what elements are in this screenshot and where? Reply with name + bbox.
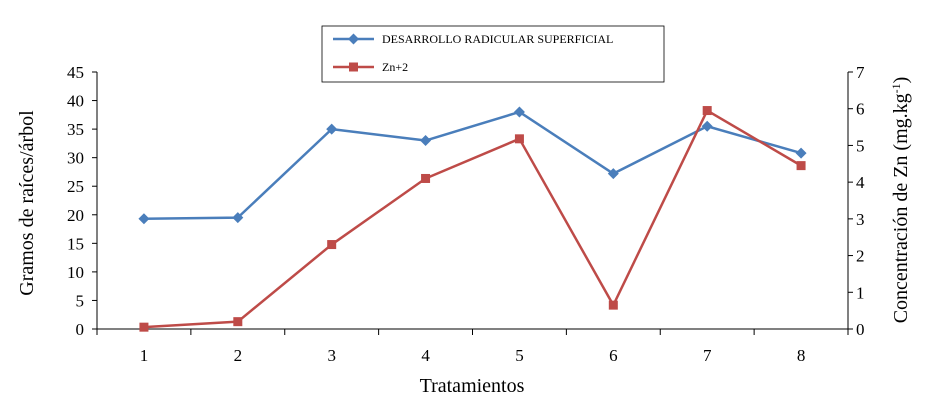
data-point: [233, 317, 243, 327]
data-point: [232, 212, 244, 224]
right-axis-title: Concentración de Zn (mg.kg-1): [889, 77, 912, 324]
left-tick-label: 30: [67, 149, 84, 168]
series-line: [143, 109, 802, 329]
data-point: [420, 135, 432, 147]
right-tick-label: 7: [856, 63, 865, 82]
left-tick-label: 5: [76, 291, 85, 310]
legend-box: [321, 25, 665, 83]
right-tick-label: 0: [856, 320, 865, 339]
right-tick-label: 2: [856, 247, 865, 266]
data-point: [421, 173, 431, 183]
legend-label: DESARROLLO RADICULAR SUPERFICIAL: [382, 32, 613, 46]
data-point: [607, 168, 619, 180]
left-tick-label: 35: [67, 120, 84, 139]
right-tick-label: 4: [856, 173, 865, 192]
left-tick-label: 10: [67, 263, 84, 282]
data-point: [701, 120, 713, 132]
data-point: [513, 106, 525, 118]
data-point: [608, 300, 618, 310]
left-tick-label: 40: [67, 92, 84, 111]
left-tick-label: 25: [67, 177, 84, 196]
right-axis-title-sup: -1: [889, 83, 903, 93]
legend-item: Zn+2: [333, 60, 408, 74]
x-tick-label: 3: [327, 346, 336, 365]
x-axis-title: Tratamientos: [420, 375, 525, 397]
right-axis-title-main: Concentración de Zn (mg.kg: [890, 93, 912, 323]
legend-swatch-marker: [348, 33, 359, 45]
legend-swatch-marker: [349, 62, 358, 72]
data-point: [138, 213, 150, 225]
left-tick-label: 45: [67, 63, 84, 82]
data-point: [514, 134, 524, 144]
series-line: [143, 110, 802, 221]
left-axis-title: Gramos de raíces/árbol: [16, 110, 38, 296]
x-tick-label: 8: [797, 346, 806, 365]
data-point: [795, 147, 807, 159]
x-tick-label: 1: [140, 346, 149, 365]
x-tick-label: 5: [515, 346, 524, 365]
right-tick-label: 6: [856, 100, 865, 119]
legend-label: Zn+2: [382, 60, 408, 74]
right-tick-label: 1: [856, 283, 865, 302]
data-point: [702, 106, 712, 116]
left-tick-label: 0: [76, 320, 85, 339]
left-tick-label: 20: [67, 206, 84, 225]
data-point: [327, 240, 337, 250]
x-tick-label: 7: [703, 346, 712, 365]
data-point: [139, 322, 149, 332]
x-axis: 1 2 3 4 5 6 7 8: [96, 328, 849, 365]
x-tick-label: 2: [234, 346, 243, 365]
data-point: [796, 161, 806, 171]
right-axis: 0 1 2 3 4 5 6 7: [847, 63, 865, 339]
series-1: [138, 106, 807, 225]
x-tick-label: 6: [609, 346, 618, 365]
right-axis-title-end: ): [890, 77, 912, 84]
left-axis: 0 5 10 15 20 25 30 35 40 45: [67, 63, 98, 339]
data-point: [326, 123, 338, 135]
right-tick-label: 5: [856, 136, 865, 155]
x-tick-label: 4: [421, 346, 430, 365]
series-2: [139, 106, 806, 332]
legend: DESARROLLO RADICULAR SUPERFICIAL Zn+2: [321, 25, 665, 83]
left-tick-label: 15: [67, 234, 84, 253]
right-tick-label: 3: [856, 210, 865, 229]
legend-item: DESARROLLO RADICULAR SUPERFICIAL: [333, 32, 613, 46]
